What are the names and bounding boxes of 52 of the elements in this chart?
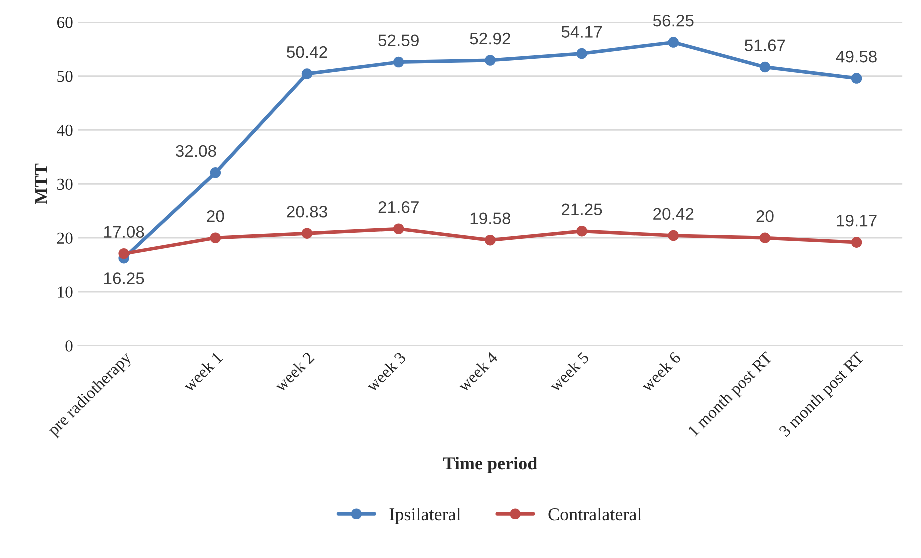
x-tick-label: week 1 [182, 352, 224, 393]
y-tick-label: 20 [57, 232, 73, 244]
point [485, 234, 496, 246]
y-tick-label: 30 [58, 178, 73, 190]
data-label: 20 [756, 210, 774, 222]
point [302, 228, 313, 239]
y-tick-label: 10 [58, 286, 73, 298]
y-tick-label: 40 [57, 124, 73, 136]
x-tick-label: week 2 [274, 351, 315, 393]
point [851, 237, 862, 248]
point [302, 68, 313, 80]
data-label: 50.42 [287, 46, 328, 58]
point [668, 37, 679, 48]
data-label: 20.83 [287, 206, 328, 218]
data-label: 51.67 [745, 40, 786, 52]
point [668, 230, 679, 242]
data-label: 32.08 [176, 145, 216, 158]
data-label: 20.42 [654, 208, 694, 220]
data-label: 21.67 [378, 201, 419, 214]
point [393, 224, 404, 234]
x-tick-label: week 3 [365, 351, 407, 393]
data-label: 49.58 [836, 50, 877, 63]
data-label: 52.59 [378, 34, 419, 46]
y-tick-label: 60 [57, 17, 73, 28]
point [851, 73, 862, 84]
data-label: 19.17 [837, 214, 877, 227]
data-label: 21.25 [562, 204, 602, 216]
point [210, 232, 222, 244]
point [118, 248, 130, 260]
point [393, 56, 404, 68]
legend-label: Ipsilateral [390, 508, 461, 524]
data-label: 16.25 [104, 272, 144, 284]
data-label: 56.25 [653, 14, 694, 27]
data-label: 19.58 [470, 212, 511, 225]
point [485, 55, 496, 66]
data-label: 52.92 [470, 32, 510, 45]
data-label: 20 [207, 210, 224, 222]
data-label: 17.08 [104, 226, 144, 238]
point [210, 168, 222, 178]
point [576, 226, 588, 237]
x-tick-label: week 5 [548, 351, 590, 393]
legend-label: Contralateral [548, 508, 642, 521]
y-tick-label: 0 [66, 340, 73, 352]
data-label: 54.17 [562, 26, 602, 38]
x-tick-label: week 4 [456, 351, 499, 393]
x-axis-title: Time period [443, 457, 538, 474]
point [576, 48, 588, 60]
y-tick-label: 50 [58, 70, 73, 82]
y-axis-title: MTT [36, 164, 48, 204]
x-tick-label: week 6 [640, 351, 682, 393]
point [760, 232, 771, 244]
point [760, 62, 771, 73]
